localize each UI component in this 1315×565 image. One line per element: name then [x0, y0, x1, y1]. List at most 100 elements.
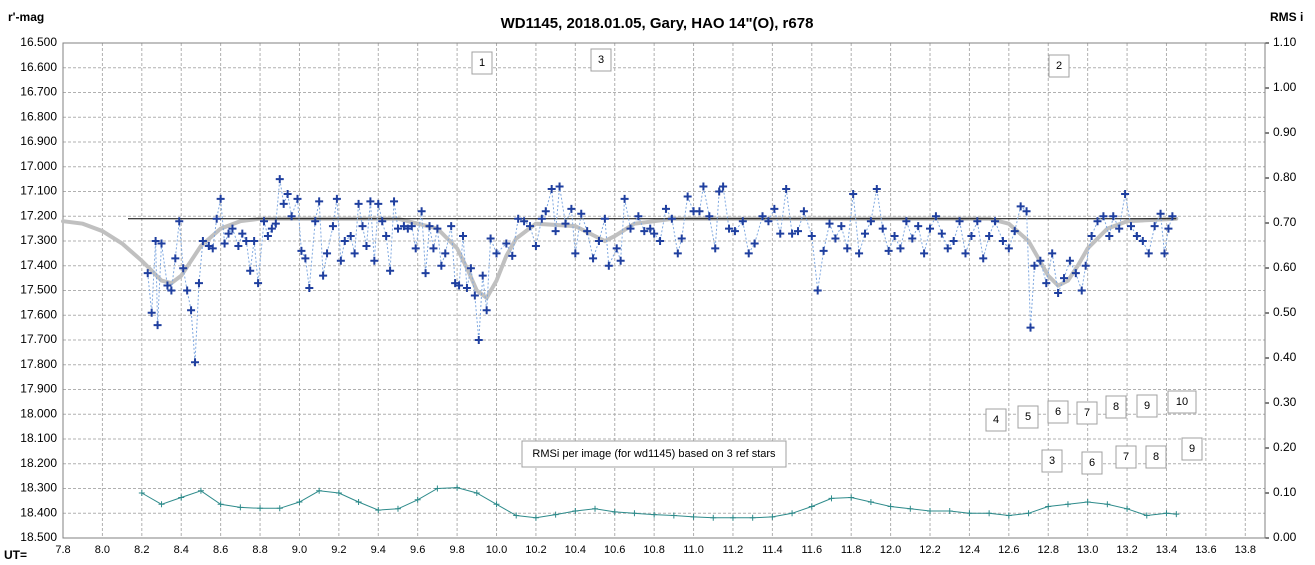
x-tick-label: 12.8: [1038, 544, 1059, 556]
data-point: [1109, 212, 1118, 221]
data-point: [1124, 505, 1131, 512]
data-point: [437, 261, 446, 270]
data-line: [147, 179, 1173, 363]
data-point: [508, 251, 517, 260]
y-tick-label: 18.000: [20, 406, 57, 420]
data-point: [455, 281, 464, 290]
data-point: [478, 271, 487, 280]
x-tick-label: 9.0: [292, 544, 307, 556]
data-point: [537, 214, 546, 223]
annotation-label: 6: [1055, 406, 1061, 418]
data-point: [531, 241, 540, 250]
data-point: [143, 269, 152, 278]
data-point: [650, 229, 659, 238]
x-tick-label: 10.2: [525, 544, 546, 556]
data-point: [555, 182, 564, 191]
data-point: [466, 264, 475, 273]
data-point: [552, 511, 559, 518]
data-point: [167, 286, 176, 295]
plot-frame: [62, 42, 1266, 539]
data-point: [301, 254, 310, 263]
data-point: [191, 358, 200, 367]
data-point: [955, 217, 964, 226]
y-tick-label: 16.800: [20, 109, 57, 123]
annotation-box: [1181, 437, 1203, 461]
data-point: [867, 499, 874, 505]
data-point: [332, 194, 341, 203]
data-point: [441, 249, 450, 258]
data-point: [592, 505, 599, 512]
data-point: [1022, 207, 1031, 216]
data-point: [1160, 249, 1169, 258]
data-point: [297, 246, 306, 255]
data-point: [163, 281, 172, 290]
data-point: [1143, 512, 1150, 519]
data-point: [1104, 501, 1111, 508]
data-point: [362, 241, 371, 250]
y-tick-label: 18.300: [20, 481, 57, 495]
data-point: [250, 237, 259, 245]
x-tick-label: 8.8: [252, 544, 267, 556]
data-point: [577, 209, 586, 218]
data-point: [764, 217, 773, 226]
data-point: [860, 229, 869, 238]
data-point: [640, 227, 649, 236]
x-tick-label: 10.0: [486, 544, 507, 556]
data-point: [1054, 288, 1063, 297]
data-point: [985, 232, 994, 241]
annotation-box: [1167, 390, 1197, 414]
data-point: [354, 199, 363, 208]
data-point: [171, 254, 180, 263]
data-point: [1084, 499, 1091, 505]
y2-axis-label: RMS i: [1270, 10, 1303, 24]
data-point: [986, 510, 993, 517]
annotation-label: 2: [1056, 60, 1062, 72]
y-tick-label: 16.900: [20, 134, 57, 148]
y2-tick-label: 0.70: [1273, 215, 1297, 229]
x-tick-label: 12.4: [959, 544, 980, 556]
data-point: [151, 237, 160, 245]
data-point: [788, 229, 797, 238]
data-point: [153, 321, 162, 330]
data-point: [541, 207, 550, 216]
y2-tick-label: 0.30: [1273, 395, 1297, 409]
data-point: [998, 237, 1007, 245]
chart-title: WD1145, 2018.01.05, Gary, HAO 14"(O), r6…: [501, 15, 814, 32]
y-tick-label: 17.900: [20, 382, 57, 396]
x-tick-label: 10.8: [643, 544, 664, 556]
data-point: [447, 222, 456, 231]
data-point: [967, 232, 976, 241]
data-point: [831, 234, 840, 243]
data-point: [887, 503, 894, 510]
data-point: [234, 241, 243, 250]
annotation-label: 10: [1176, 396, 1188, 408]
data-point: [336, 256, 345, 265]
data-point: [414, 496, 421, 503]
note-text: RMSi per image (for wd1145) based on 3 r…: [532, 448, 776, 460]
data-point: [473, 490, 480, 496]
data-point: [1150, 222, 1159, 231]
x-tick-label: 13.6: [1195, 544, 1216, 556]
data-point: [750, 239, 759, 248]
y2-tick-label: 0.40: [1273, 350, 1297, 364]
data-point: [212, 214, 221, 223]
y-tick-label: 17.300: [20, 233, 57, 247]
data-point: [920, 249, 929, 258]
y-tick-label: 16.700: [20, 85, 57, 99]
annotation-label: 5: [1025, 411, 1031, 423]
annotation-label: 9: [1144, 400, 1150, 412]
data-point: [705, 212, 714, 221]
data-point: [908, 234, 917, 243]
data-point: [370, 256, 379, 265]
annotation-label: 9: [1189, 443, 1195, 455]
data-point: [237, 504, 244, 511]
data-point: [710, 514, 717, 521]
y2-tick-label: 0.80: [1273, 170, 1297, 184]
data-point: [429, 244, 438, 253]
data-point: [283, 189, 292, 198]
data-point: [782, 185, 791, 194]
note-box: [521, 440, 787, 468]
data-point: [966, 510, 973, 517]
x-tick-label: 8.4: [174, 544, 189, 556]
x-tick-label: 12.0: [880, 544, 901, 556]
